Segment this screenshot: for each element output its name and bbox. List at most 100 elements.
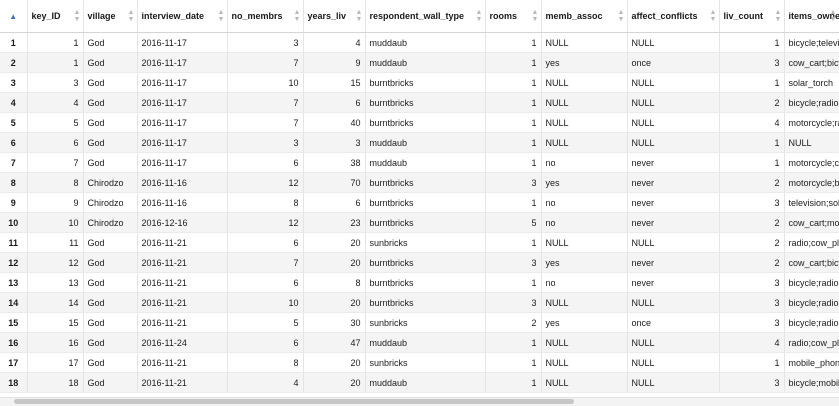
column-header-liv-count[interactable]: liv_count ▲ ▼ [719, 0, 785, 33]
table-row[interactable]: 9 9 Chirodzo 2016-11-16 8 6 burntbricks 1 no neve… [0, 192, 839, 213]
cell-key-ID: 16 [27, 332, 84, 353]
sort-arrows-icon[interactable]: ▲ ▼ [617, 9, 625, 23]
cell-years-liv: 6 [303, 92, 366, 113]
scrollbar-thumb[interactable] [14, 399, 574, 404]
table-row[interactable]: 10 10 Chirodzo 2016-12-16 12 23 burntbricks 5 no… [0, 212, 839, 233]
table-row[interactable]: 16 16 God 2016-11-24 6 47 muddaub 1 NULL NULL 4 rad… [0, 332, 839, 353]
cell-liv-count: 2 [719, 92, 785, 113]
table-row[interactable]: 13 13 God 2016-11-21 6 8 burntbricks 1 no never 3 b… [0, 272, 839, 293]
table-row[interactable]: 4 4 God 2016-11-17 7 6 burntbricks 1 NULL NULL 2 bi… [0, 92, 839, 113]
cell-respondent-wall-type: burntbricks [365, 92, 486, 113]
cell-liv-count: 2 [719, 252, 785, 273]
column-header-years-liv[interactable]: years_liv ▲ ▼ [303, 0, 366, 33]
table-row[interactable]: 3 3 God 2016-11-17 10 15 burntbricks 1 NULL NULL 1… [0, 72, 839, 93]
sort-arrows-icon[interactable]: ▲ ▼ [829, 9, 837, 23]
cell-memb-assoc: no [541, 152, 628, 173]
sort-arrows-icon[interactable]: ▲ ▼ [355, 9, 363, 23]
table-body: 1 1 God 2016-11-17 3 4 muddaub 1 NULL NULL 1 bicycl… [0, 32, 839, 393]
column-header-label: respondent_wall_type [369, 11, 465, 21]
cell-items-owned: bicycle;televisi [784, 32, 839, 53]
row-index: 9 [0, 192, 28, 213]
cell-items-owned: cow_cart;moto [784, 212, 839, 233]
cell-interview-date: 2016-11-17 [137, 92, 228, 113]
column-header-respondent-wall-type[interactable]: respondent_wall_type ▲ ▼ [365, 0, 486, 33]
table-row[interactable]: 17 17 God 2016-11-21 8 20 sunbricks 1 NULL NULL 1 m… [0, 352, 839, 373]
sort-arrows-icon[interactable]: ▲ ▼ [774, 9, 782, 23]
row-index: 3 [0, 72, 28, 93]
cell-village: God [83, 332, 138, 353]
cell-village: God [83, 32, 138, 53]
column-header-memb-assoc[interactable]: memb_assoc ▲ ▼ [541, 0, 628, 33]
sort-arrows-icon[interactable]: ▲ ▼ [709, 9, 717, 23]
cell-years-liv: 30 [303, 312, 366, 333]
cell-years-liv: 23 [303, 212, 366, 233]
cell-no-membrs: 7 [227, 92, 304, 113]
column-header-key-ID[interactable]: key_ID ▲ ▼ [27, 0, 84, 33]
column-header-no-membrs[interactable]: no_membrs ▲ ▼ [227, 0, 304, 33]
table-row[interactable]: 14 14 God 2016-11-21 10 20 burntbricks 3 NULL NUL… [0, 292, 839, 313]
table-row[interactable]: 1 1 God 2016-11-17 3 4 muddaub 1 NULL NULL 1 bicycl… [0, 32, 839, 53]
table-row[interactable]: 12 12 God 2016-11-21 7 20 burntbricks 3 yes never… [0, 252, 839, 273]
column-header-label: affect_conflicts [631, 11, 698, 21]
sort-arrows-icon[interactable]: ▲ ▼ [73, 9, 81, 23]
row-index-header[interactable]: ▲ [0, 0, 28, 33]
cell-village: God [83, 132, 138, 153]
column-header-village[interactable]: village ▲ ▼ [83, 0, 138, 33]
cell-village: God [83, 112, 138, 133]
header-row: ▲ key_ID ▲ ▼ village ▲ ▼ interview_date ▲ ▼ no_me… [0, 0, 839, 33]
column-header-rooms[interactable]: rooms ▲ ▼ [485, 0, 542, 33]
cell-respondent-wall-type: muddaub [365, 52, 486, 73]
column-header-affect-conflicts[interactable]: affect_conflicts ▲ ▼ [627, 0, 720, 33]
cell-affect-conflicts: once [627, 312, 720, 333]
table-row[interactable]: 7 7 God 2016-11-17 6 38 muddaub 1 no never 1 motorc… [0, 152, 839, 173]
table-row[interactable]: 11 11 God 2016-11-21 6 20 sunbricks 1 NULL NULL 2 r… [0, 232, 839, 253]
cell-rooms: 1 [485, 32, 542, 53]
cell-items-owned: mobile_phone [784, 352, 839, 373]
cell-no-membrs: 7 [227, 112, 304, 133]
cell-liv-count: 2 [719, 232, 785, 253]
table-row[interactable]: 6 6 God 2016-11-17 3 3 muddaub 1 NULL NULL 1 NULL [0, 132, 839, 153]
row-index: 2 [0, 52, 28, 73]
table-row[interactable]: 15 15 God 2016-11-21 5 30 sunbricks 2 yes once 3 bi… [0, 312, 839, 333]
column-header-label: years_liv [307, 11, 347, 21]
cell-interview-date: 2016-11-17 [137, 52, 228, 73]
table-row[interactable]: 2 1 God 2016-11-17 7 9 muddaub 1 yes once 3 cow_car… [0, 52, 839, 73]
cell-interview-date: 2016-11-17 [137, 152, 228, 173]
cell-key-ID: 8 [27, 172, 84, 193]
cell-years-liv: 8 [303, 272, 366, 293]
cell-rooms: 1 [485, 72, 542, 93]
column-header-label: village [87, 11, 116, 21]
cell-affect-conflicts: never [627, 152, 720, 173]
cell-interview-date: 2016-11-16 [137, 172, 228, 193]
cell-key-ID: 5 [27, 112, 84, 133]
cell-key-ID: 15 [27, 312, 84, 333]
cell-items-owned: bicycle;radio;co [784, 92, 839, 113]
cell-years-liv: 20 [303, 372, 366, 393]
cell-respondent-wall-type: burntbricks [365, 192, 486, 213]
cell-years-liv: 70 [303, 172, 366, 193]
cell-years-liv: 15 [303, 72, 366, 93]
column-header-items-owned[interactable]: items_owned▲▼ [784, 0, 839, 33]
cell-memb-assoc: no [541, 192, 628, 213]
sort-arrows-icon[interactable]: ▲ ▼ [127, 9, 135, 23]
sort-arrows-icon[interactable]: ▲ ▼ [293, 9, 301, 23]
table-row[interactable]: 5 5 God 2016-11-17 7 40 burntbricks 1 NULL NULL 4 m… [0, 112, 839, 133]
cell-items-owned: cow_cart;bicyc [784, 252, 839, 273]
row-index: 15 [0, 312, 28, 333]
cell-no-membrs: 4 [227, 372, 304, 393]
sort-arrows-icon[interactable]: ▲ ▼ [217, 9, 225, 23]
sort-arrows-icon[interactable]: ▲ ▼ [475, 9, 483, 23]
cell-respondent-wall-type: muddaub [365, 332, 486, 353]
cell-memb-assoc: NULL [541, 132, 628, 153]
sort-arrows-icon[interactable]: ▲ ▼ [531, 9, 539, 23]
cell-years-liv: 9 [303, 52, 366, 73]
table-row[interactable]: 8 8 Chirodzo 2016-11-16 12 70 burntbricks 3 yes n… [0, 172, 839, 193]
column-header-interview-date[interactable]: interview_date ▲ ▼ [137, 0, 228, 33]
horizontal-scrollbar[interactable] [0, 397, 839, 406]
cell-liv-count: 3 [719, 52, 785, 73]
cell-memb-assoc: NULL [541, 92, 628, 113]
cell-no-membrs: 10 [227, 72, 304, 93]
row-index: 1 [0, 32, 28, 53]
table-row[interactable]: 18 18 God 2016-11-21 4 20 muddaub 1 NULL NULL 3 bic… [0, 372, 839, 393]
row-index: 6 [0, 132, 28, 153]
